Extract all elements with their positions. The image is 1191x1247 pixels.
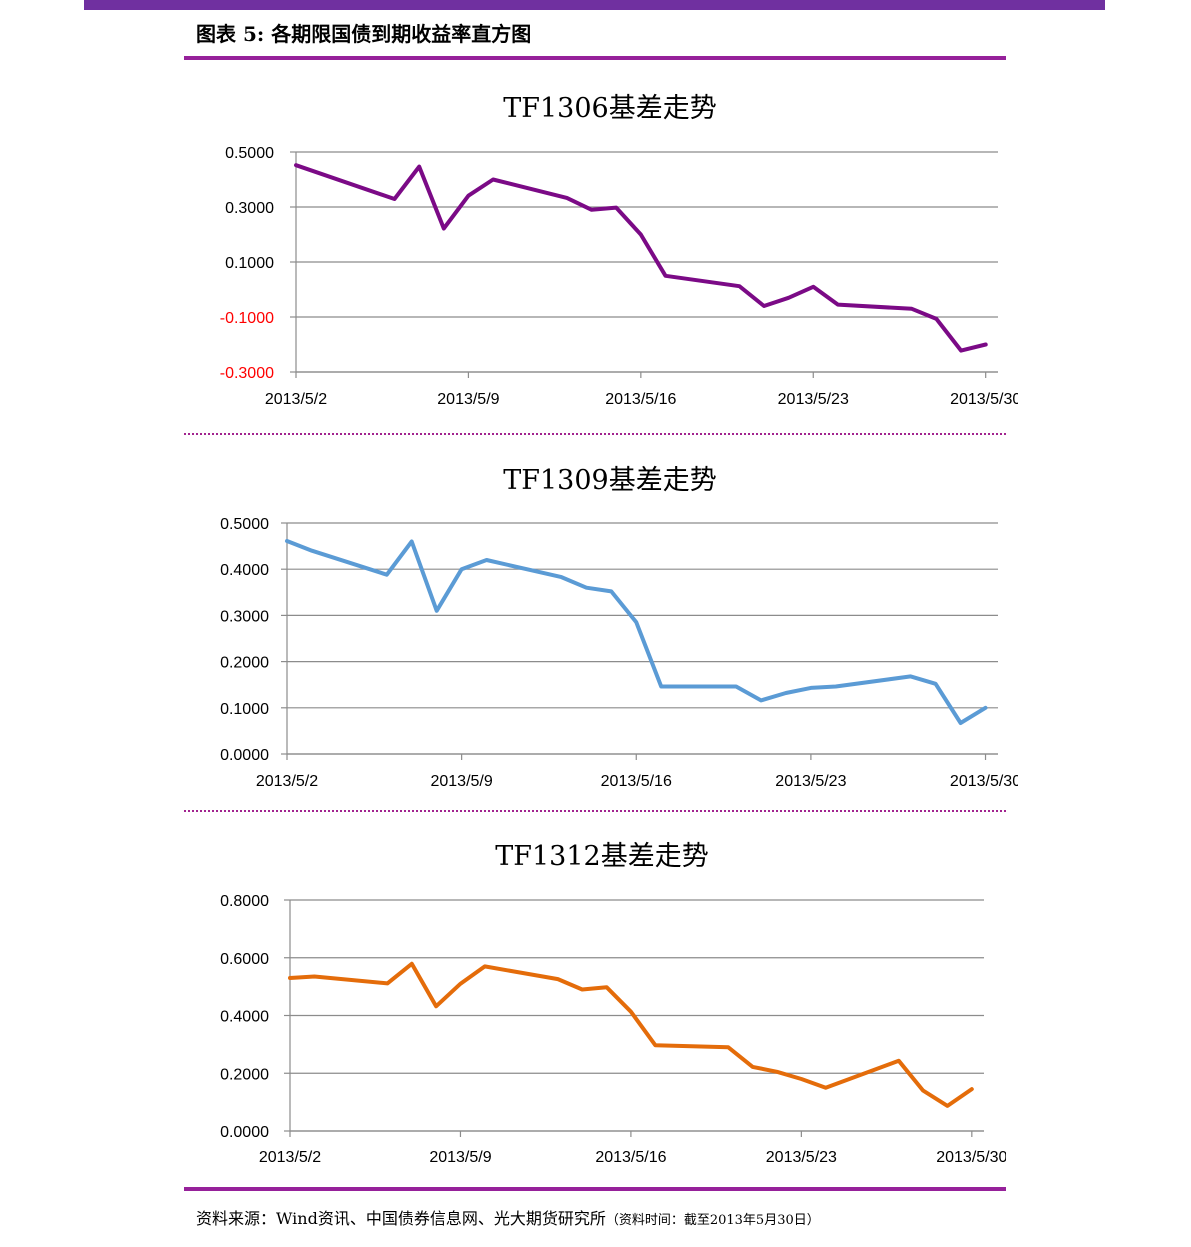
y-tick-label: -0.1000 bbox=[220, 310, 274, 327]
y-tick-label: 0.4000 bbox=[220, 562, 269, 579]
y-tick-label: 0.6000 bbox=[220, 951, 269, 968]
chart-title: TF1312基差走势 bbox=[495, 841, 708, 872]
y-tick-label: 0.0000 bbox=[220, 747, 269, 764]
series-line bbox=[285, 539, 988, 725]
x-tick-label: 2013/5/9 bbox=[429, 1149, 491, 1166]
x-tick-label: 2013/5/23 bbox=[766, 1149, 837, 1166]
x-tick-labels: 2013/5/2 2013/5/9 2013/5/16 2013/5/23 2013/5… bbox=[259, 1149, 1007, 1166]
x-tick-label: 2013/5/23 bbox=[775, 773, 846, 790]
series-line bbox=[288, 961, 974, 1108]
figure-caption: 图表 5: 各期限国债到期收益率直方图 bbox=[196, 22, 532, 46]
chart-tf1312: TF1312基差走势 0.8000 0.6000 0.4000 0.2000 0.0000… bbox=[220, 841, 1007, 1166]
y-tick-label: 0.1000 bbox=[225, 255, 274, 272]
source-note: 资料来源：Wind资讯、中国债券信息网、光大期货研究所（资料时间：截至2013年… bbox=[196, 1205, 820, 1229]
x-tick-labels: 2013/5/2 2013/5/9 2013/5/16 2013/5/23 2013/5… bbox=[265, 391, 1021, 408]
y-tick-label: 0.4000 bbox=[220, 1009, 269, 1026]
y-tick-label: 0.3000 bbox=[225, 200, 274, 217]
chart-tf1306: TF1306基差走势 0.5000 0.3000 0.1000 -0.1000 -0.30… bbox=[220, 93, 1021, 408]
x-tick-label: 2013/5/23 bbox=[778, 391, 849, 408]
y-tick-label: 0.2000 bbox=[220, 1066, 269, 1083]
x-tick-labels: 2013/5/2 2013/5/9 2013/5/16 2013/5/23 2013/5… bbox=[256, 773, 1021, 790]
x-tick-label: 2013/5/9 bbox=[437, 391, 499, 408]
y-tick-label: 0.8000 bbox=[220, 893, 269, 910]
y-tick-label: 0.5000 bbox=[225, 145, 274, 162]
chart-separator-1 bbox=[184, 433, 1006, 435]
x-tick-label: 2013/5/2 bbox=[259, 1149, 321, 1166]
footer-rule bbox=[184, 1187, 1006, 1191]
y-tick-label: -0.3000 bbox=[220, 365, 274, 382]
chart-tf1309: TF1309基差走势 0.5000 0.4000 0.3000 0.2000 0.1000… bbox=[220, 465, 1021, 790]
y-tick-label: 0.3000 bbox=[220, 608, 269, 625]
y-tick-label: 0.1000 bbox=[220, 701, 269, 718]
source-text: 资料来源：Wind资讯、中国债券信息网、光大期货研究所 bbox=[196, 1209, 606, 1228]
x-tick-label: 2013/5/2 bbox=[256, 773, 318, 790]
y-tick-label: 0.2000 bbox=[220, 655, 269, 672]
x-tick-label: 2013/5/16 bbox=[605, 391, 676, 408]
top-color-bar bbox=[84, 0, 1105, 10]
y-tick-label: 0.5000 bbox=[220, 516, 269, 533]
x-tick-label: 2013/5/16 bbox=[601, 773, 672, 790]
chart-separator-2 bbox=[184, 810, 1006, 812]
y-tick-label: 0.0000 bbox=[220, 1124, 269, 1141]
x-tick-label: 2013/5/30 bbox=[950, 391, 1021, 408]
series-line bbox=[294, 163, 988, 353]
chart-title: TF1306基差走势 bbox=[503, 93, 716, 124]
date-note: （资料时间：截至2013年5月30日） bbox=[605, 1213, 820, 1228]
x-tick-label: 2013/5/30 bbox=[936, 1149, 1007, 1166]
x-tick-label: 2013/5/30 bbox=[950, 773, 1021, 790]
x-tick-label: 2013/5/16 bbox=[595, 1149, 666, 1166]
x-tick-label: 2013/5/9 bbox=[430, 773, 492, 790]
chart-title: TF1309基差走势 bbox=[503, 465, 716, 496]
x-tick-label: 2013/5/2 bbox=[265, 391, 327, 408]
caption-underline bbox=[184, 56, 1006, 60]
